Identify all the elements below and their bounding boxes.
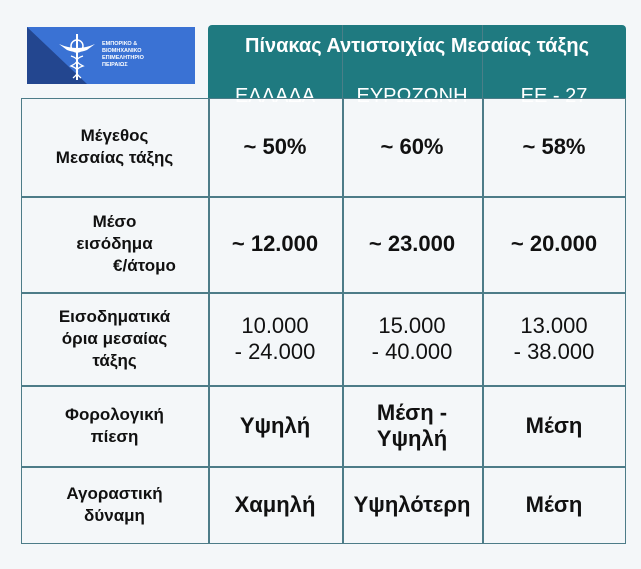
divider [482,25,483,98]
table-cell: ~ 23.000 [342,196,482,292]
table-cell: Υψηλότερη [342,466,482,544]
column-header-eu27: ΕΕ - 27 [520,85,588,107]
cell-text: όρια μεσαίας [61,328,168,348]
table-cell: ~ 58% [482,98,626,196]
row-label: Εισοδηματικά όρια μεσαίας τάξης [21,292,208,385]
cell-text: Υψηλότερη [353,492,471,517]
chamber-logo: ΕΜΠΟΡΙΚΟ & ΒΙΟΜΗΧΑΝΙΚΟ ΕΠΙΜΕΛΗΤΗΡΙΟ ΠΕΙΡ… [27,27,195,84]
cell-text: 10.000 [241,312,309,338]
column-divider [482,98,484,544]
row-label: Μέσο εισόδημα €/άτομο [21,196,208,292]
cell-text: - 38.000 [513,338,595,364]
cell-text: Υψηλή [239,412,311,438]
caduceus-icon [59,34,95,80]
column-header-eurozone: ΕΥΡΩΖΩΝΗ [356,85,468,107]
table-cell: 10.000- 24.000 [208,292,342,385]
table-cell: ~ 50% [208,98,342,196]
table-cell: ~ 12.000 [208,196,342,292]
cell-text: δύναμη [84,506,145,525]
table-cell: ~ 60% [342,98,482,196]
cell-text: Μέση - [376,399,448,425]
column-divider [208,98,210,544]
table-body [21,98,626,544]
cell-text: εισόδημα [76,234,153,253]
row-divider [21,196,626,198]
cell-text: Μέγεθος [80,126,149,145]
table-cell: Μέση [482,466,626,544]
column-header-greece: ΕΛΛΑΔΑ [234,85,316,107]
cell-text: ~ 58% [522,134,586,159]
table-cell: Χαμηλή [208,466,342,544]
logo-line: ΠΕΙΡΑΙΩΣ [102,62,128,68]
cell-text: - 24.000 [234,338,316,364]
divider [342,25,343,98]
cell-text: ~ 23.000 [368,231,456,256]
logo-line: ΕΠΙΜΕΛΗΤΗΡΙΟ [102,55,144,61]
cell-text: τάξης [92,350,137,370]
cell-text: Αγοραστική [66,484,163,503]
cell-text: ~ 60% [380,134,444,159]
cell-text: - 40.000 [371,338,453,364]
cell-text: 13.000 [520,312,588,338]
cell-text: Φορολογική [65,404,164,424]
row-divider [21,292,626,294]
cell-text: Υψηλή [376,425,448,451]
logo-line: ΕΜΠΟΡΙΚΟ & [102,41,138,47]
table-cell: Υψηλή [208,385,342,466]
row-label: Αγοραστική δύναμη [21,466,208,544]
cell-text: Μέση [525,412,583,438]
cell-text: ~ 50% [243,134,307,159]
table-cell: Μέση [482,385,626,466]
cell-text: Μέσο [92,212,137,231]
cell-text: Μέση [525,492,583,517]
logo-line: ΒΙΟΜΗΧΑΝΙΚΟ [102,48,142,54]
row-divider [21,466,626,468]
cell-text: ~ 12.000 [231,231,319,256]
row-divider [21,385,626,387]
row-label: Φορολογική πίεση [21,385,208,466]
table-cell: 13.000- 38.000 [482,292,626,385]
table-cell: ~ 20.000 [482,196,626,292]
cell-text: πίεση [90,426,139,446]
table-cell: Μέση - Υψηλή [342,385,482,466]
column-divider [342,98,344,544]
cell-text: Εισοδηματικά [58,306,171,326]
cell-text: €/άτομο [113,256,176,275]
cell-text: Μεσαίας τάξης [55,148,174,167]
logo-text: ΕΜΠΟΡΙΚΟ & ΒΙΟΜΗΧΑΝΙΚΟ ΕΠΙΜΕΛΗΤΗΡΙΟ ΠΕΙΡ… [102,41,144,69]
table-title: Πίνακας Αντιστοιχίας Μεσαίας τάξης [245,35,589,57]
cell-text: Χαμηλή [234,492,316,517]
cell-text: ~ 20.000 [510,231,598,256]
table-cell: 15.000- 40.000 [342,292,482,385]
cell-text: 15.000 [378,312,446,338]
table-header: Πίνακας Αντιστοιχίας Μεσαίας τάξης ΕΛΛΑΔ… [208,25,626,107]
row-label: Μέγεθος Μεσαίας τάξης [21,98,208,196]
